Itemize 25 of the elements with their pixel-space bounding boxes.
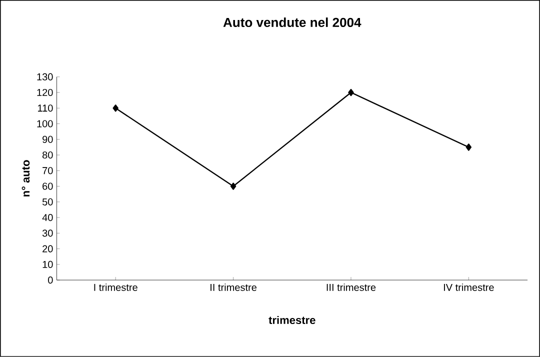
x-tick-label: IV trimestre <box>444 284 494 291</box>
y-tick-label: 10 <box>42 260 53 268</box>
y-tick-label: 40 <box>42 214 53 222</box>
y-axis-title: n° auto <box>22 160 30 197</box>
y-tick-label: 80 <box>42 152 53 159</box>
y-tick-label: 50 <box>42 198 53 206</box>
y-tick-label: 60 <box>42 182 53 190</box>
point <box>348 88 354 96</box>
chart-title: Auto vendute nel 2004 <box>223 18 362 28</box>
y-tick-label: 130 <box>37 73 53 80</box>
y-tick-label: 120 <box>37 88 53 96</box>
y-tick-label: 70 <box>42 167 53 174</box>
y-tick-label: 100 <box>37 120 53 128</box>
x-tick-label: III trimestre <box>326 284 376 291</box>
x-tick-label: II trimestre <box>210 284 256 291</box>
point <box>112 104 118 112</box>
y-tick-label: 90 <box>42 136 53 143</box>
y-tick-label: 30 <box>42 230 53 237</box>
y-tick-label: 20 <box>42 245 53 252</box>
y-tick-label: 0 <box>48 276 53 284</box>
x-tick-label: I trimestre <box>94 284 138 291</box>
point <box>466 144 472 151</box>
x-axis-title: trimestre <box>268 316 316 324</box>
y-tick-label: 110 <box>38 104 53 112</box>
point <box>230 182 236 190</box>
